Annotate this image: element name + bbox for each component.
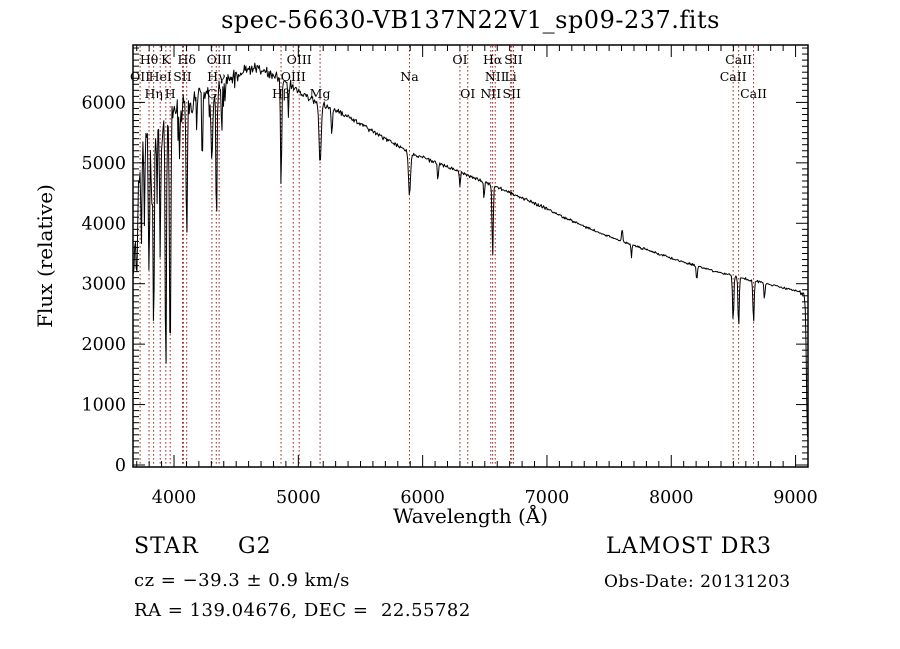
svg-text:HeI: HeI xyxy=(149,69,172,84)
observation-date-text: Obs-Date: 20131203 xyxy=(604,572,791,592)
svg-text:Hα: Hα xyxy=(483,52,503,67)
svg-text:Li: Li xyxy=(504,69,516,84)
radial-velocity-text: cz = −39.3 ± 0.9 km/s xyxy=(134,570,350,591)
ra-dec-text: RA = 139.04676, DEC = 22.55782 xyxy=(134,600,471,621)
object-class: STAR xyxy=(134,534,199,559)
svg-text:CaII: CaII xyxy=(725,52,752,67)
object-subclass: G2 xyxy=(238,534,272,559)
svg-text:NII: NII xyxy=(480,86,501,101)
svg-text:5000: 5000 xyxy=(276,488,321,508)
svg-text:6000: 6000 xyxy=(81,93,126,113)
svg-text:4000: 4000 xyxy=(152,488,197,508)
svg-text:Hγ: Hγ xyxy=(207,69,225,84)
svg-text:Mg: Mg xyxy=(310,86,331,101)
plot-title: spec-56630-VB137N22V1_sp09-237.fits xyxy=(221,6,720,34)
svg-text:1000: 1000 xyxy=(81,396,126,416)
svg-text:G: G xyxy=(207,86,217,101)
svg-text:Hδ: Hδ xyxy=(177,52,195,67)
svg-text:OIII: OIII xyxy=(281,69,306,84)
svg-text:Na: Na xyxy=(400,69,419,84)
svg-text:9000: 9000 xyxy=(773,488,818,508)
svg-text:OI: OI xyxy=(460,86,475,101)
svg-text:OII: OII xyxy=(130,69,150,84)
svg-text:K: K xyxy=(161,52,171,67)
svg-text:Hθ: Hθ xyxy=(140,52,158,67)
svg-text:SII: SII xyxy=(504,52,523,67)
svg-text:Hβ: Hβ xyxy=(272,86,290,101)
svg-text:NII: NII xyxy=(485,69,506,84)
survey-release-label: LAMOST DR3 xyxy=(606,534,772,559)
svg-text:3000: 3000 xyxy=(81,275,126,295)
svg-text:OI: OI xyxy=(452,52,467,67)
svg-text:H: H xyxy=(165,86,176,101)
svg-text:Hη: Hη xyxy=(144,86,162,101)
svg-text:CaII: CaII xyxy=(720,69,747,84)
svg-text:2000: 2000 xyxy=(81,335,126,355)
svg-text:8000: 8000 xyxy=(649,488,694,508)
svg-text:OIII: OIII xyxy=(287,52,312,67)
svg-text:SII: SII xyxy=(173,69,192,84)
svg-text:SII: SII xyxy=(503,86,522,101)
svg-text:OIII: OIII xyxy=(207,52,232,67)
svg-text:0: 0 xyxy=(115,456,126,476)
x-axis-label: Wavelength (Å) xyxy=(392,504,549,528)
svg-text:5000: 5000 xyxy=(81,154,126,174)
svg-text:CaII: CaII xyxy=(740,86,767,101)
svg-text:7000: 7000 xyxy=(525,488,570,508)
svg-text:4000: 4000 xyxy=(81,214,126,234)
svg-text:6000: 6000 xyxy=(400,488,445,508)
